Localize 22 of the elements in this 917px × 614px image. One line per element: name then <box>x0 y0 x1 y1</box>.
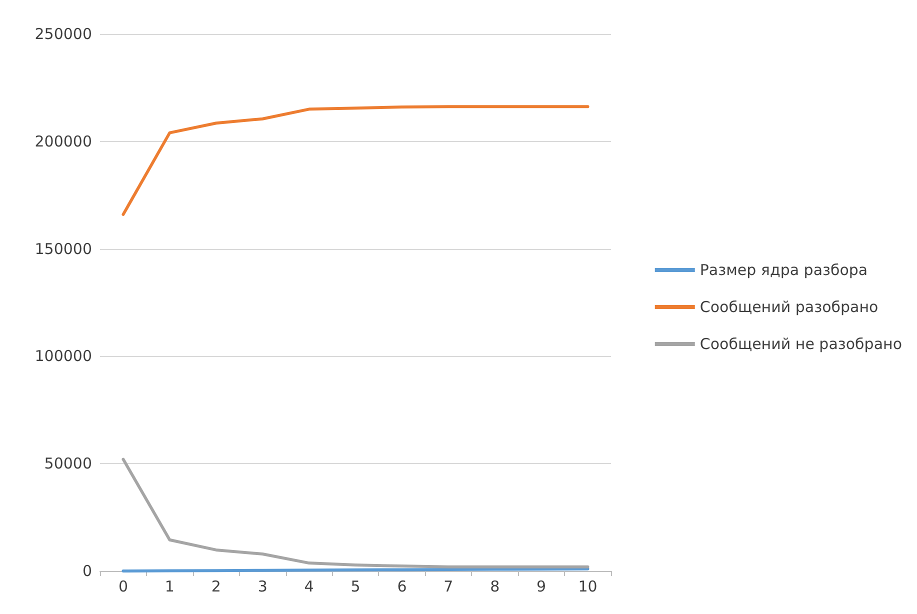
x-tick-label: 4 <box>304 578 314 596</box>
x-tick-label: 8 <box>490 578 500 596</box>
x-tick-label: 10 <box>578 578 598 596</box>
x-tick-label: 9 <box>536 578 546 596</box>
y-tick-label: 250000 <box>34 25 92 43</box>
y-tick-label: 100000 <box>34 347 92 366</box>
x-tick-label: 3 <box>258 578 268 596</box>
x-tick-label: 1 <box>164 578 174 596</box>
line-series <box>122 105 590 216</box>
x-tick-label: 0 <box>118 578 128 596</box>
y-tick-label: 50000 <box>44 454 92 473</box>
legend-label: Сообщений не разобрано <box>700 335 902 353</box>
x-tick-label: 5 <box>350 578 360 596</box>
y-tick-label: 0 <box>82 562 92 580</box>
x-tick-label: 6 <box>397 578 407 596</box>
y-tick-label: 150000 <box>34 240 92 258</box>
x-tick-label: 2 <box>211 578 221 596</box>
legend-label: Размер ядра разбора <box>700 261 868 279</box>
legend-label: Сообщений разобрано <box>700 298 878 316</box>
line-series <box>122 458 590 568</box>
y-tick-label: 200000 <box>34 132 92 150</box>
x-tick-label: 7 <box>444 578 454 596</box>
